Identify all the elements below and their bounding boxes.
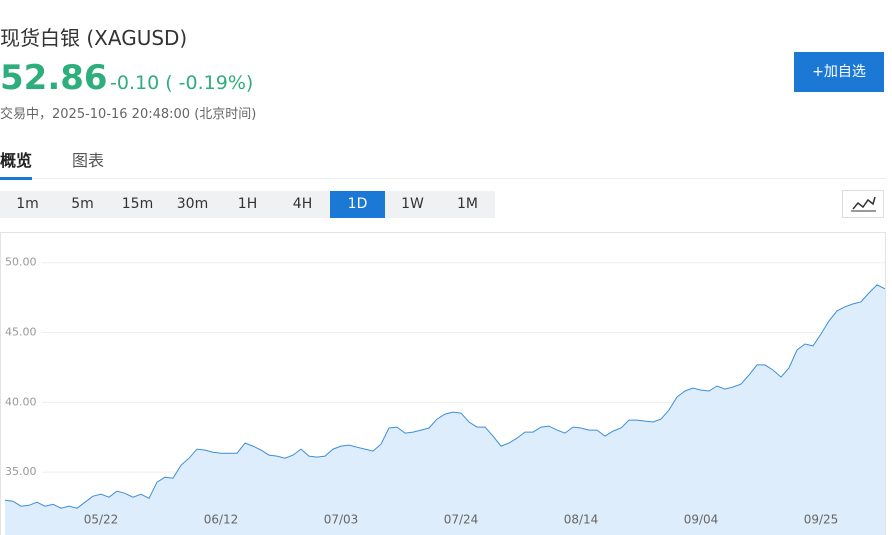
interval-button[interactable]: 1H xyxy=(237,196,258,212)
interval-button[interactable]: 1m xyxy=(16,196,39,212)
y-tick-label: 40.00 xyxy=(5,395,37,408)
x-tick-label: 06/12 xyxy=(204,513,239,527)
status: 交易中，2025-10-16 20:48:00 (北京时间) xyxy=(0,107,257,122)
interval-button[interactable]: 1M xyxy=(457,196,478,212)
x-tick-label: 05/22 xyxy=(84,513,119,527)
x-tick-label: 08/14 xyxy=(564,513,599,527)
chart-type-icon xyxy=(851,196,876,212)
price-change: -0.10 ( -0.19%) xyxy=(110,72,254,94)
y-tick-label: 50.00 xyxy=(5,256,37,269)
title: 现货白银 (XAGUSD) xyxy=(0,26,188,50)
interval-button[interactable]: 1D xyxy=(330,191,385,218)
area xyxy=(5,284,885,535)
interval-button[interactable]: 30m xyxy=(176,196,209,212)
chart-type-button[interactable] xyxy=(842,190,884,218)
tab[interactable]: 图表 xyxy=(72,151,105,170)
tabs: 概览 图表 xyxy=(0,145,886,180)
interval-button[interactable]: 15m xyxy=(121,196,154,212)
tab[interactable]: 概览 xyxy=(0,147,33,180)
interval-button[interactable]: 4H xyxy=(292,196,313,212)
watch-button[interactable]: +加自选 xyxy=(794,52,884,92)
x-tick-label: 09/04 xyxy=(684,513,719,527)
interval-button[interactable]: 5m xyxy=(71,196,94,212)
interval-bar: 1m 5m 15m 30m 1H 4H 1D 1W 1M xyxy=(0,191,495,218)
interval-button[interactable]: 1W xyxy=(401,196,424,212)
x-tick-label: 07/24 xyxy=(444,513,479,527)
line xyxy=(4,284,886,509)
chart-frame xyxy=(0,232,886,535)
x-tick-label: 07/03 xyxy=(324,513,359,527)
y-tick-label: 35.00 xyxy=(5,465,37,478)
price: 52.86 xyxy=(0,58,108,98)
y-tick-label: 45.00 xyxy=(5,326,37,339)
x-tick-label: 09/25 xyxy=(804,513,839,527)
